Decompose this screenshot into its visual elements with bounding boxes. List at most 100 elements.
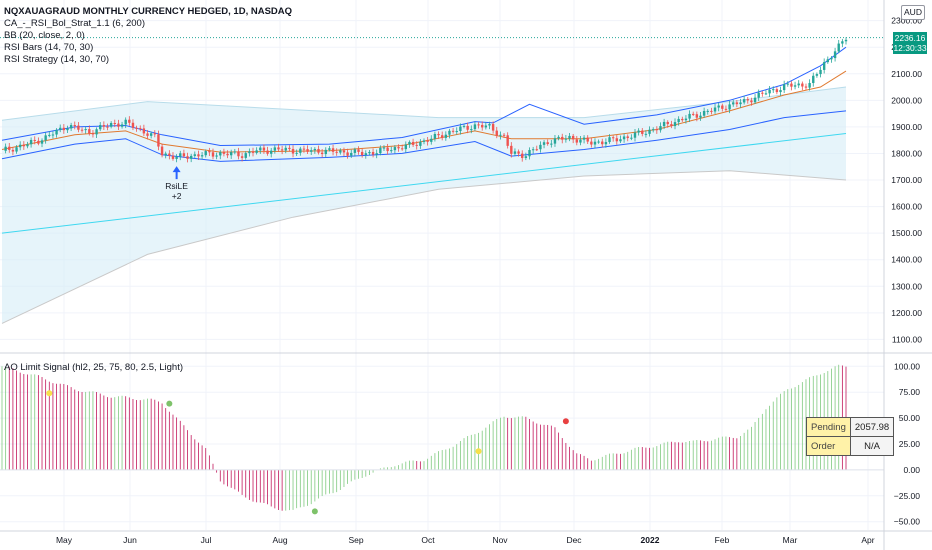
candle-body — [109, 123, 113, 127]
candle-body — [302, 148, 306, 150]
candle-body — [29, 139, 33, 145]
currency-button[interactable]: AUD — [901, 5, 925, 20]
candle-body — [88, 129, 91, 134]
last-price-tag: 2236.16 12:30:33 — [893, 32, 927, 54]
candle-body — [40, 140, 44, 144]
candle-body — [310, 150, 313, 152]
candle-body — [586, 137, 589, 142]
candle-body — [659, 126, 662, 131]
candle-body — [160, 146, 164, 156]
long-band-fill — [2, 87, 846, 324]
candle-body — [611, 137, 615, 139]
candle-body — [542, 142, 546, 145]
candle-body — [179, 153, 182, 157]
candle-body — [615, 138, 619, 142]
candle-body — [688, 113, 691, 119]
candle-body — [284, 147, 287, 151]
candle-body — [633, 132, 637, 138]
candle-body — [146, 133, 149, 136]
signal-qty: +2 — [172, 191, 182, 201]
candle-body — [11, 149, 15, 152]
candle-body — [651, 129, 655, 131]
candle-body — [804, 86, 808, 88]
candle-body — [550, 143, 553, 145]
time-tick-label: May — [56, 535, 73, 545]
candle-body — [262, 147, 266, 151]
candle-body — [371, 151, 375, 155]
candle-body — [324, 149, 327, 155]
time-tick-label: Oct — [421, 535, 435, 545]
candle-body — [73, 125, 76, 127]
candle-body — [62, 127, 66, 131]
indicator-bb[interactable]: BB (20, close, 2, 0) — [4, 30, 85, 41]
candle-body — [437, 133, 440, 136]
candle-body — [244, 153, 247, 158]
candle-body — [473, 124, 477, 130]
candle-body — [764, 93, 768, 95]
candle-body — [364, 153, 367, 155]
candle-body — [597, 141, 600, 143]
time-tick-label: Jun — [123, 535, 137, 545]
candle-body — [772, 89, 775, 91]
time-tick-label: Dec — [566, 535, 582, 545]
candle-body — [779, 90, 782, 93]
candle-body — [732, 102, 735, 105]
candle-body — [386, 147, 389, 152]
time-tick-label: Sep — [348, 535, 363, 545]
price-tick-label: 2000.00 — [891, 95, 922, 105]
candle-body — [422, 140, 426, 142]
candle-body — [477, 124, 480, 126]
time-tick-label: Feb — [715, 535, 730, 545]
indicator-rsi-strategy[interactable]: RSI Strategy (14, 30, 70) — [4, 54, 110, 65]
candle-body — [706, 110, 709, 112]
table-row: Pending 2057.98 — [806, 417, 895, 437]
time-tick-label: 2022 — [641, 535, 660, 545]
pending-label: Pending — [806, 417, 851, 437]
candle-body — [328, 148, 331, 150]
candle-body — [575, 139, 578, 143]
candle-body — [95, 129, 98, 135]
candle-body — [775, 89, 779, 93]
candle-body — [521, 153, 524, 158]
candle-body — [499, 134, 502, 136]
indicator-ca-rsi[interactable]: CA_-_RSI_Bol_Strat_1.1 (6, 200) — [4, 18, 145, 29]
candle-body — [222, 152, 226, 154]
candle-body — [360, 151, 364, 155]
candle-body — [466, 125, 469, 130]
candle-body — [153, 133, 156, 135]
candle-body — [91, 133, 95, 135]
candle-body — [415, 144, 418, 146]
candle-body — [455, 131, 458, 133]
oscillator-title[interactable]: AO Limit Signal (hl2, 25, 75, 80, 2.5, L… — [4, 362, 184, 373]
candle-body — [266, 150, 269, 154]
table-row: Order N/A — [806, 436, 895, 456]
candle-body — [229, 152, 233, 156]
candle-body — [702, 110, 706, 116]
candle-body — [299, 148, 302, 153]
signal-dot — [46, 390, 53, 397]
candle-body — [280, 149, 284, 151]
candle-body — [15, 147, 18, 152]
candle-body — [139, 128, 142, 130]
bollinger-lower — [1, 110, 847, 162]
time-tick-label: Nov — [492, 535, 508, 545]
candle-body — [808, 83, 811, 88]
candle-body — [761, 92, 764, 94]
candle-body — [353, 149, 357, 153]
candle-body — [812, 75, 815, 84]
signal-dot — [475, 448, 482, 455]
candle-body — [481, 124, 484, 128]
time-tick-label: Aug — [272, 535, 287, 545]
candle-body — [593, 141, 597, 145]
candle-body — [128, 119, 131, 123]
candle-body — [459, 126, 462, 132]
candle-body — [189, 155, 193, 159]
price-tick-label: 1400.00 — [891, 255, 922, 265]
candle-body — [717, 105, 720, 108]
candle-body — [270, 150, 273, 154]
indicator-rsi-bars[interactable]: RSI Bars (14, 70, 30) — [4, 42, 94, 53]
candle-body — [277, 147, 280, 150]
price-tick-label: 1600.00 — [891, 202, 922, 212]
candle-body — [37, 140, 40, 144]
pending-value: 2057.98 — [849, 417, 895, 437]
